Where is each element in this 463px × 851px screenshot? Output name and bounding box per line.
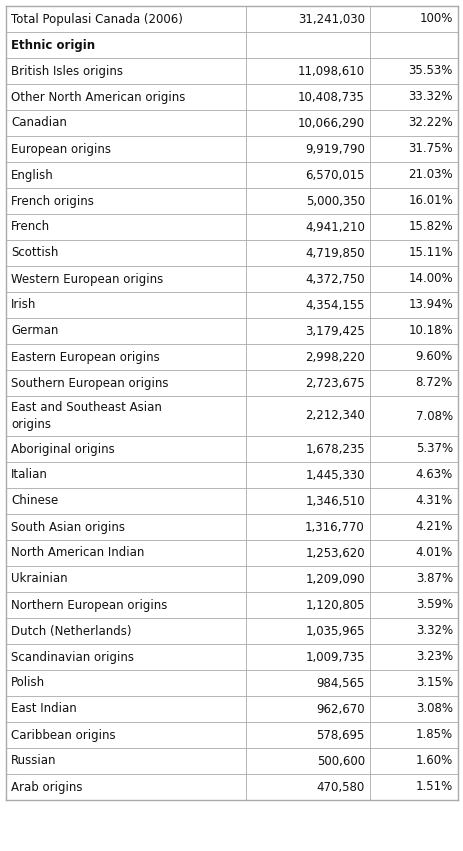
Text: 3.87%: 3.87% xyxy=(415,573,452,585)
Text: 3.23%: 3.23% xyxy=(415,650,452,664)
Text: 10.18%: 10.18% xyxy=(407,324,452,338)
Text: 2,998,220: 2,998,220 xyxy=(305,351,364,363)
Text: Ukrainian: Ukrainian xyxy=(11,573,68,585)
Text: 21.03%: 21.03% xyxy=(407,168,452,181)
Text: English: English xyxy=(11,168,54,181)
Text: 1,445,330: 1,445,330 xyxy=(305,469,364,482)
Text: 15.82%: 15.82% xyxy=(407,220,452,233)
Text: 31.75%: 31.75% xyxy=(407,142,452,156)
Text: 578,695: 578,695 xyxy=(316,728,364,741)
Text: Chinese: Chinese xyxy=(11,494,58,507)
Text: 470,580: 470,580 xyxy=(316,780,364,793)
Text: Southern European origins: Southern European origins xyxy=(11,376,168,390)
Text: Ethnic origin: Ethnic origin xyxy=(11,38,95,52)
Text: 3.15%: 3.15% xyxy=(415,677,452,689)
Text: 1.51%: 1.51% xyxy=(415,780,452,793)
Text: 5,000,350: 5,000,350 xyxy=(305,195,364,208)
Text: Western European origins: Western European origins xyxy=(11,272,163,285)
Text: 2,723,675: 2,723,675 xyxy=(305,376,364,390)
Text: 1,678,235: 1,678,235 xyxy=(305,443,364,455)
Text: Total Populasi Canada (2006): Total Populasi Canada (2006) xyxy=(11,13,182,26)
Text: 1.85%: 1.85% xyxy=(415,728,452,741)
Text: 500,600: 500,600 xyxy=(316,755,364,768)
Text: 4,372,750: 4,372,750 xyxy=(305,272,364,285)
Text: Polish: Polish xyxy=(11,677,45,689)
Text: 1.60%: 1.60% xyxy=(415,755,452,768)
Text: Aboriginal origins: Aboriginal origins xyxy=(11,443,114,455)
Text: 2,212,340: 2,212,340 xyxy=(305,409,364,422)
Text: Eastern European origins: Eastern European origins xyxy=(11,351,159,363)
Text: 3,179,425: 3,179,425 xyxy=(305,324,364,338)
Text: 4,354,155: 4,354,155 xyxy=(305,299,364,311)
Text: 100%: 100% xyxy=(419,13,452,26)
Text: 31,241,030: 31,241,030 xyxy=(297,13,364,26)
Text: 3.59%: 3.59% xyxy=(415,598,452,612)
Text: 6,570,015: 6,570,015 xyxy=(305,168,364,181)
Text: 1,253,620: 1,253,620 xyxy=(305,546,364,559)
Text: 32.22%: 32.22% xyxy=(407,117,452,129)
Text: 1,346,510: 1,346,510 xyxy=(305,494,364,507)
Text: Canadian: Canadian xyxy=(11,117,67,129)
Text: 4.63%: 4.63% xyxy=(415,469,452,482)
Text: 962,670: 962,670 xyxy=(316,702,364,716)
Text: German: German xyxy=(11,324,58,338)
Text: 9,919,790: 9,919,790 xyxy=(304,142,364,156)
Text: 1,316,770: 1,316,770 xyxy=(305,521,364,534)
Text: British Isles origins: British Isles origins xyxy=(11,65,123,77)
Text: 984,565: 984,565 xyxy=(316,677,364,689)
Text: 13.94%: 13.94% xyxy=(407,299,452,311)
Text: 14.00%: 14.00% xyxy=(407,272,452,285)
Text: 1,035,965: 1,035,965 xyxy=(305,625,364,637)
Text: 3.08%: 3.08% xyxy=(415,702,452,716)
Text: French: French xyxy=(11,220,50,233)
Text: French origins: French origins xyxy=(11,195,94,208)
Text: Scottish: Scottish xyxy=(11,247,58,260)
Text: 7.08%: 7.08% xyxy=(415,409,452,422)
Text: Irish: Irish xyxy=(11,299,36,311)
Text: 35.53%: 35.53% xyxy=(408,65,452,77)
Text: Caribbean origins: Caribbean origins xyxy=(11,728,115,741)
Text: 1,209,090: 1,209,090 xyxy=(305,573,364,585)
Text: East and Southeast Asian
origins: East and Southeast Asian origins xyxy=(11,402,162,431)
Text: 4.01%: 4.01% xyxy=(415,546,452,559)
Text: 33.32%: 33.32% xyxy=(407,90,452,104)
Text: 4,941,210: 4,941,210 xyxy=(304,220,364,233)
Text: 4.21%: 4.21% xyxy=(415,521,452,534)
Text: 10,408,735: 10,408,735 xyxy=(297,90,364,104)
Text: Dutch (Netherlands): Dutch (Netherlands) xyxy=(11,625,131,637)
Text: North American Indian: North American Indian xyxy=(11,546,144,559)
Text: Italian: Italian xyxy=(11,469,48,482)
Text: 3.32%: 3.32% xyxy=(415,625,452,637)
Text: 4,719,850: 4,719,850 xyxy=(305,247,364,260)
Text: 16.01%: 16.01% xyxy=(407,195,452,208)
Text: 15.11%: 15.11% xyxy=(407,247,452,260)
Text: South Asian origins: South Asian origins xyxy=(11,521,125,534)
Text: Russian: Russian xyxy=(11,755,56,768)
Text: Other North American origins: Other North American origins xyxy=(11,90,185,104)
Text: 4.31%: 4.31% xyxy=(415,494,452,507)
Text: 1,120,805: 1,120,805 xyxy=(305,598,364,612)
Text: Arab origins: Arab origins xyxy=(11,780,82,793)
Text: East Indian: East Indian xyxy=(11,702,76,716)
Text: European origins: European origins xyxy=(11,142,111,156)
Text: Scandinavian origins: Scandinavian origins xyxy=(11,650,134,664)
Text: 11,098,610: 11,098,610 xyxy=(297,65,364,77)
Text: 9.60%: 9.60% xyxy=(415,351,452,363)
Text: 8.72%: 8.72% xyxy=(415,376,452,390)
Text: Northern European origins: Northern European origins xyxy=(11,598,167,612)
Text: 5.37%: 5.37% xyxy=(415,443,452,455)
Text: 10,066,290: 10,066,290 xyxy=(297,117,364,129)
Text: 1,009,735: 1,009,735 xyxy=(305,650,364,664)
